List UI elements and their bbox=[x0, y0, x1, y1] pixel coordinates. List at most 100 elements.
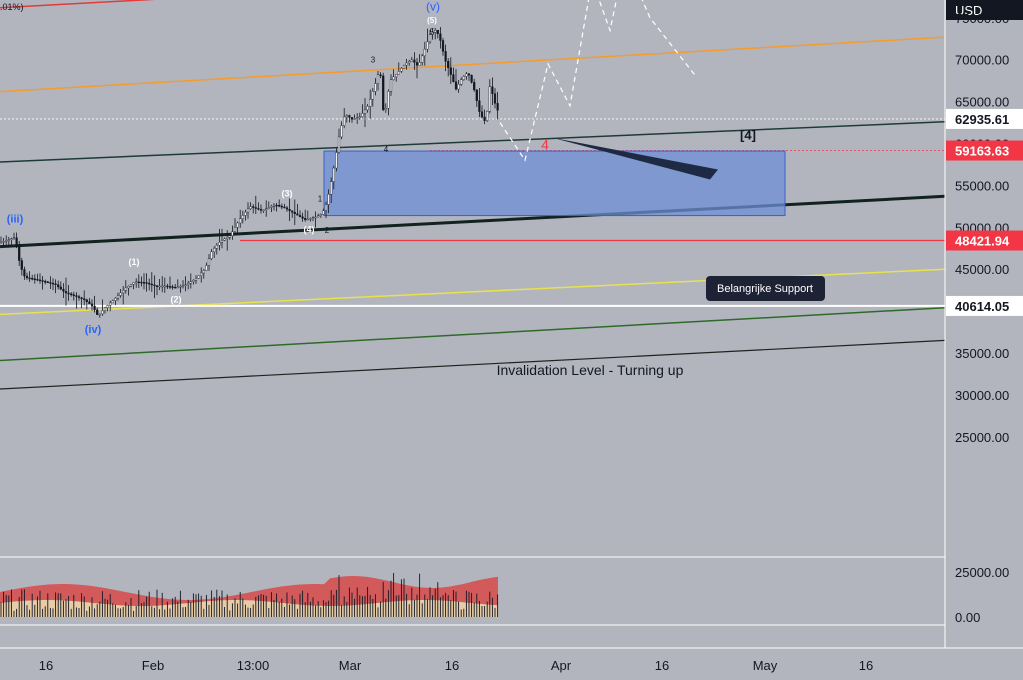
candle-body bbox=[119, 292, 122, 296]
candle-body bbox=[12, 237, 16, 239]
candle-body bbox=[184, 284, 187, 286]
candle-body bbox=[246, 208, 250, 213]
candle-body bbox=[223, 238, 226, 241]
candle-body bbox=[275, 204, 278, 207]
candle-body bbox=[285, 207, 289, 210]
support-box[interactable] bbox=[323, 150, 786, 217]
candle-body bbox=[241, 215, 244, 219]
wave-label: 4 bbox=[541, 136, 549, 152]
candle-body bbox=[441, 40, 445, 52]
candle-body bbox=[155, 285, 159, 287]
candle-body bbox=[31, 278, 34, 280]
price-tag[interactable] bbox=[946, 230, 1023, 251]
candle-body bbox=[64, 291, 68, 294]
candle-body bbox=[124, 287, 127, 291]
time-axis[interactable]: 16 Feb 13:00 Mar 16 Apr 16 May 16 bbox=[0, 647, 1023, 673]
wave-label: (2) bbox=[171, 295, 182, 305]
price-tag-label: 40614.05 bbox=[955, 299, 1009, 314]
price-tag[interactable] bbox=[946, 295, 1023, 316]
candle-body bbox=[54, 283, 57, 285]
candle-body bbox=[233, 227, 237, 232]
candle-body bbox=[270, 206, 273, 208]
candle-body bbox=[332, 167, 335, 182]
candle-body bbox=[220, 240, 224, 243]
wave-label: (1) bbox=[129, 257, 140, 267]
candle-body bbox=[382, 75, 385, 110]
currency-label: USD bbox=[955, 3, 982, 18]
time-tick-label: Feb bbox=[142, 658, 164, 673]
candle-body bbox=[215, 245, 218, 249]
candle-body bbox=[135, 281, 138, 284]
candle-body bbox=[23, 269, 26, 277]
candle-body bbox=[491, 86, 494, 94]
pct-change-fragment: .01%) bbox=[0, 2, 24, 12]
candle-body bbox=[478, 100, 481, 112]
orange-channel-line[interactable] bbox=[0, 36, 946, 93]
wave-label: 1 bbox=[318, 194, 323, 203]
candle-body bbox=[493, 93, 497, 104]
candle-body bbox=[486, 111, 489, 121]
candle-body bbox=[28, 277, 31, 280]
black-line-line[interactable] bbox=[0, 339, 946, 390]
price-tag[interactable] bbox=[946, 108, 1023, 129]
candle-body bbox=[374, 83, 377, 92]
price-tick-label: 35000.00 bbox=[955, 346, 1009, 361]
candle-body bbox=[356, 117, 359, 119]
candle-body bbox=[405, 62, 408, 66]
trend-lines bbox=[0, 0, 946, 390]
candle-body bbox=[408, 61, 411, 64]
candle-body bbox=[426, 41, 429, 50]
candle-body bbox=[187, 283, 190, 285]
candle-body bbox=[335, 152, 338, 169]
time-tick-label: 16 bbox=[655, 658, 669, 673]
candle-body bbox=[473, 82, 476, 91]
candle-body bbox=[41, 280, 44, 282]
time-tick-label: 16 bbox=[445, 658, 459, 673]
candle-body bbox=[324, 204, 328, 211]
candle-body bbox=[142, 282, 146, 284]
candle-body bbox=[296, 213, 299, 216]
candle-body bbox=[397, 71, 400, 75]
candle-body bbox=[228, 235, 231, 238]
candle-body bbox=[114, 297, 117, 301]
wave-label: 2 bbox=[325, 226, 330, 235]
candle-body bbox=[358, 116, 361, 118]
candle-body bbox=[75, 295, 78, 297]
price-axis[interactable]: USD85000.0080000.0075000.0070000.0065000… bbox=[944, 0, 1023, 680]
candle-body bbox=[363, 109, 367, 114]
candle-body bbox=[181, 285, 185, 287]
candle-body bbox=[218, 242, 221, 246]
candle-body bbox=[483, 116, 486, 121]
support-zone[interactable]: Belangrijke Support bbox=[323, 137, 825, 301]
candle-body bbox=[470, 74, 473, 83]
candle-body bbox=[231, 231, 234, 236]
currency-badge[interactable] bbox=[946, 0, 1023, 20]
green-line-line[interactable] bbox=[0, 306, 946, 362]
volume-inner bbox=[0, 600, 498, 617]
price-tick-label: 30000.00 bbox=[955, 388, 1009, 403]
candle-body bbox=[288, 209, 291, 211]
candle-body bbox=[348, 115, 351, 118]
candle-body bbox=[257, 208, 260, 210]
candle-body bbox=[439, 33, 442, 41]
callout-bubble[interactable] bbox=[706, 276, 825, 301]
time-tick-label: Apr bbox=[551, 658, 572, 673]
wave-label: (v) bbox=[426, 0, 440, 13]
candle-body bbox=[304, 218, 307, 220]
dark-channel-upper-line[interactable] bbox=[0, 120, 946, 163]
price-tick-label: 75000.00 bbox=[955, 11, 1009, 26]
candle-body bbox=[410, 59, 413, 62]
candle-body bbox=[379, 74, 382, 77]
price-tick-label: 65000.00 bbox=[955, 95, 1009, 110]
candle-body bbox=[319, 214, 322, 216]
candle-body bbox=[5, 240, 8, 242]
dark-channel-lower-line[interactable] bbox=[0, 194, 946, 249]
time-tick-label: Mar bbox=[339, 658, 362, 673]
candle-body bbox=[447, 61, 450, 68]
candle-body bbox=[488, 86, 491, 112]
candle-body bbox=[361, 113, 364, 117]
price-tag[interactable] bbox=[946, 140, 1023, 161]
candle-body bbox=[384, 108, 387, 110]
candle-body bbox=[395, 73, 398, 78]
